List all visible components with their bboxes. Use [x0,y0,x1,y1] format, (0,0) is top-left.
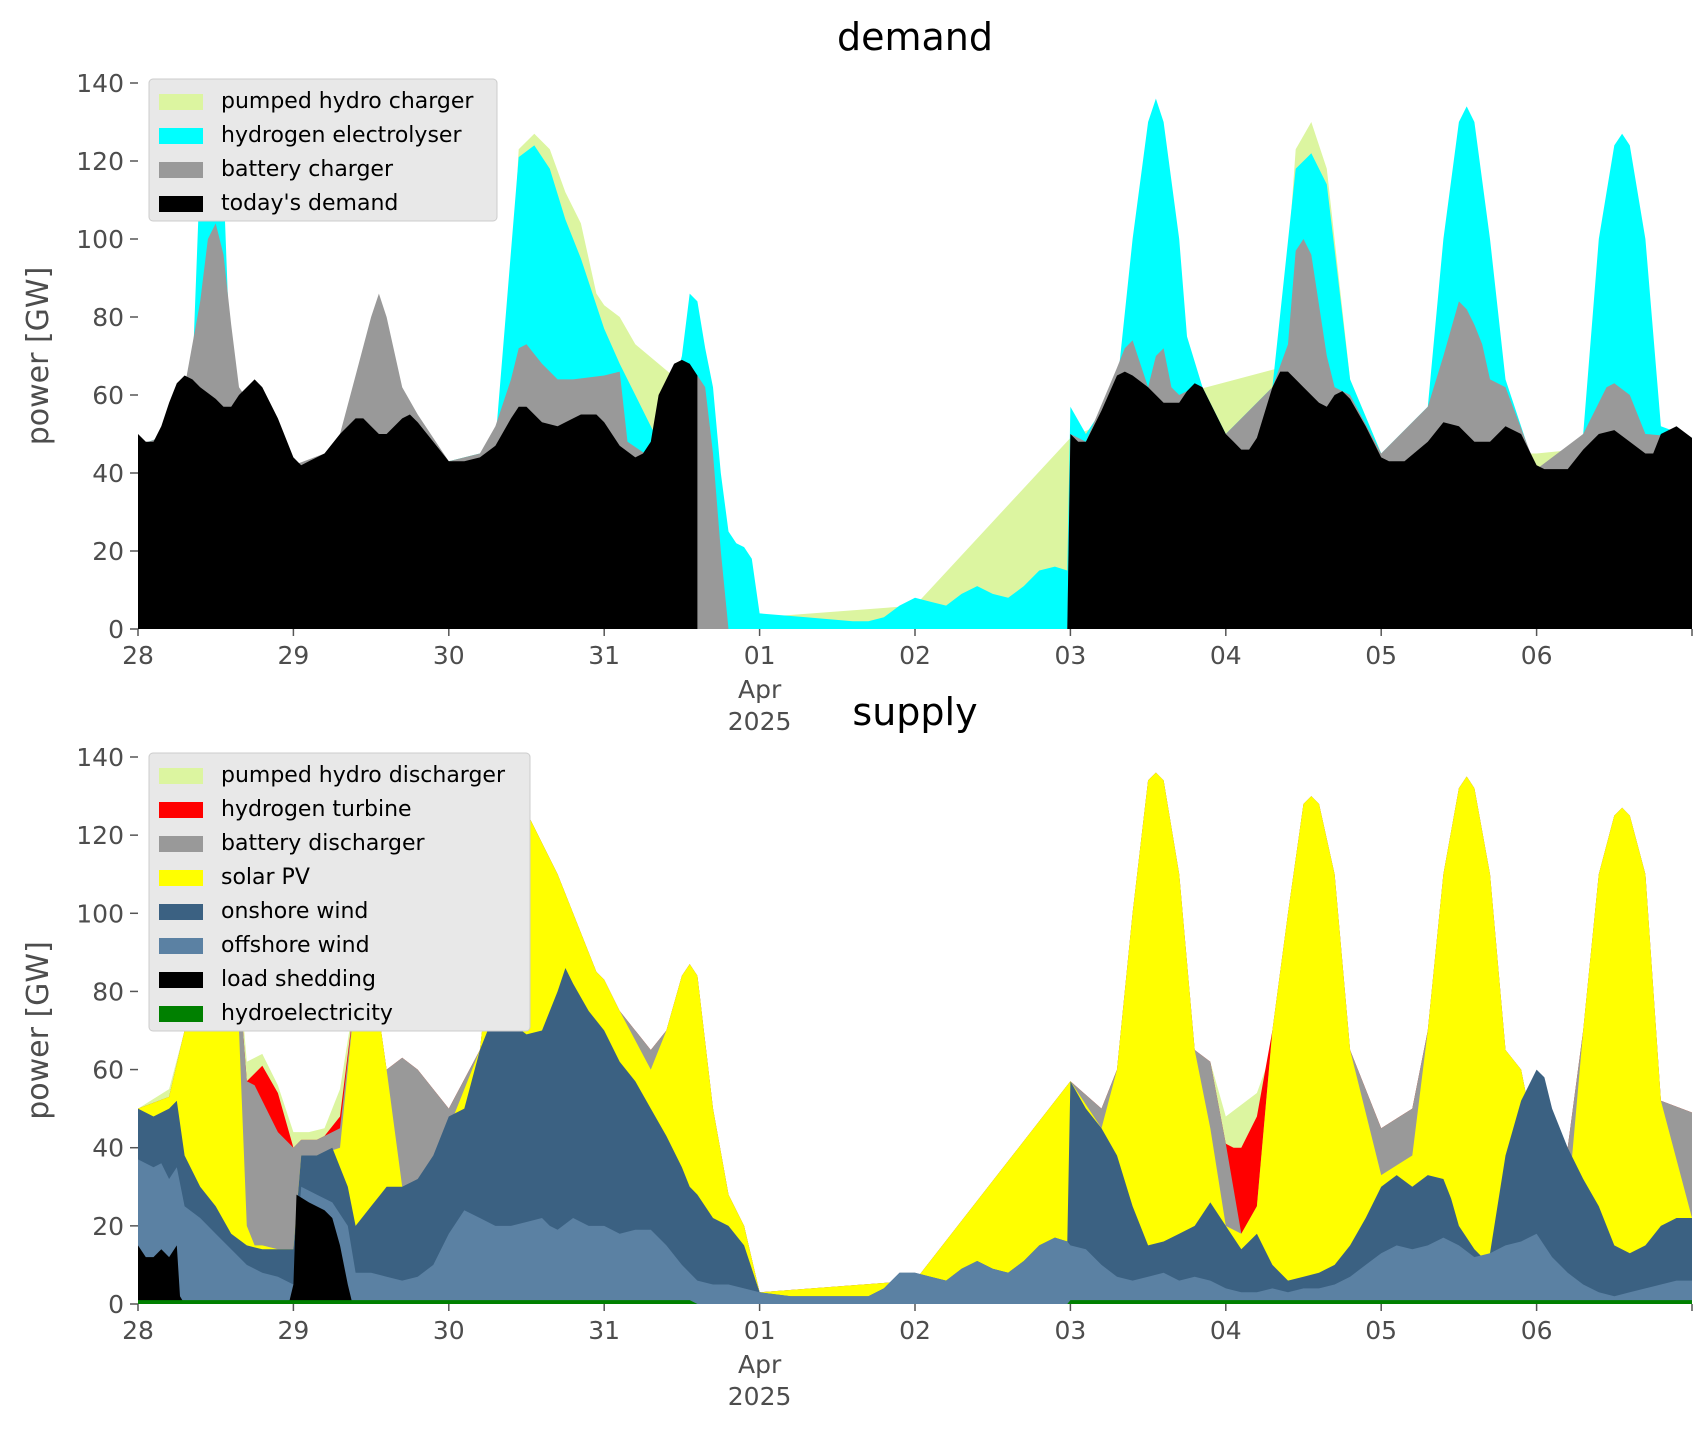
x-tick-label: 30 [433,1316,465,1345]
x-tick-label: 02 [899,641,931,670]
x-tick-label: 01 [744,641,776,670]
x-tick-label: 29 [277,641,309,670]
x-tick-sublabel: 2025 [728,707,792,736]
legend: pumped hydro discharger hydrogen turbine b… [148,752,531,1032]
legend-label: offshore wind [221,933,370,958]
x-tick-label: 01 [744,1316,776,1345]
series-area-today-s-demand [138,359,1692,629]
y-tick-label: 0 [108,615,124,644]
x-tick-label: 29 [277,1316,309,1345]
y-tick-label: 40 [92,459,124,488]
legend-label: hydroelectricity [221,1001,393,1026]
x-tick-label: 31 [588,1316,620,1345]
series-area-onshore-wind [138,968,1692,1304]
y-tick-label: 80 [92,977,124,1006]
x-tick-label: 31 [588,641,620,670]
y-tick-label: 140 [76,743,124,772]
legend-swatch [159,162,203,178]
x-tick-label: 03 [1054,1316,1086,1345]
y-tick-label: 60 [92,1056,124,1085]
x-tick-label: 02 [899,1316,931,1345]
y-tick-label: 80 [92,303,124,332]
y-tick-label: 60 [92,381,124,410]
legend-box [148,78,498,222]
series-area-offshore-wind [138,1159,1692,1304]
legend-label: hydrogen turbine [221,797,412,822]
axes: 0 20 40 60 80 100 120 140 28 29 30 31 01 Apr 2025 02 03 0… [76,69,1693,736]
legend-label: battery discharger [221,831,426,856]
legend-swatch [159,768,203,784]
legend-swatch [159,938,203,954]
y-tick-label: 20 [92,537,124,566]
legend: pumped hydro charger hydrogen electrolyse… [148,78,498,222]
x-tick-label: 05 [1365,641,1397,670]
x-tick-sublabel: 2025 [728,1382,792,1411]
legend-swatch [159,1006,203,1022]
chart-title: supply [852,690,977,734]
series-area-hydroelectricity [138,1300,1692,1304]
x-tick-label: 04 [1210,641,1242,670]
x-tick-label: 03 [1054,641,1086,670]
legend-label: pumped hydro discharger [221,763,506,788]
legend-swatch [159,94,203,110]
x-tick-sublabel: Apr [738,1350,782,1379]
legend-label: load shedding [221,967,376,992]
y-tick-label: 140 [76,69,124,98]
y-tick-label: 0 [108,1290,124,1319]
legend-swatch [159,904,203,920]
legend-label: onshore wind [221,899,368,924]
x-tick-label: 28 [122,641,154,670]
legend-label: solar PV [221,865,310,890]
y-tick-label: 100 [76,225,124,254]
y-tick-label: 40 [92,1134,124,1163]
x-tick-label: 30 [433,641,465,670]
legend-label: battery charger [221,157,394,182]
legend-swatch [159,802,203,818]
legend-label: pumped hydro charger [221,89,474,114]
legend-swatch [159,870,203,886]
y-tick-label: 20 [92,1212,124,1241]
legend-box [148,752,531,1032]
x-tick-label: 04 [1210,1316,1242,1345]
axes: 0 20 40 60 80 100 120 140 28 29 30 31 01 Apr 2025 02 03 0… [76,743,1693,1411]
y-axis-label: power [GW] [21,941,56,1120]
legend-swatch [159,836,203,852]
y-axis-label: power [GW] [21,267,56,446]
legend-swatch [159,972,203,988]
x-tick-label: 06 [1521,1316,1553,1345]
x-tick-sublabel: Apr [738,675,782,704]
legend-swatch [159,128,203,144]
y-tick-label: 120 [76,821,124,850]
chart-title: demand [837,15,993,59]
legend-label: hydrogen electrolyser [221,123,462,148]
x-tick-label: 06 [1521,641,1553,670]
plot-areas [138,94,1692,629]
y-tick-label: 100 [76,899,124,928]
legend-swatch [159,196,203,212]
series-area-load-shedding [138,1194,1692,1304]
legend-label: today's demand [221,191,398,216]
y-tick-label: 120 [76,147,124,176]
x-tick-label: 28 [122,1316,154,1345]
x-tick-label: 05 [1365,1316,1397,1345]
